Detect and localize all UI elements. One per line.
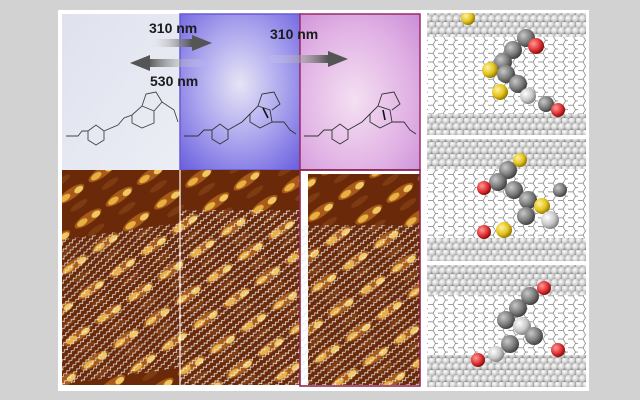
forward-arrow-2 [268,55,328,63]
panel-initial-state [62,14,180,170]
stm-image-1 [62,170,180,385]
label-forward-1: 310 nm [149,20,197,36]
panel-second-irradiation [299,13,421,171]
forward-arrow-1 [146,39,192,47]
molecular-model-1 [427,13,586,135]
figure-canvas: 310 nm 530 nm 310 nm [62,13,586,387]
molecular-model-2 [427,139,586,261]
reverse-arrow [148,59,206,67]
molecule-structure-3 [304,91,417,145]
forward-arrow-1-head [192,35,212,51]
stm-image-3 [300,174,420,385]
molecular-model-3 [427,265,586,387]
stm-image-2 [180,170,300,385]
label-reverse-1: 530 nm [150,73,198,89]
reverse-arrow-head [130,55,150,71]
molecule-structure-2 [184,91,297,145]
forward-arrow-2-head [328,51,348,67]
molecule-structure-1 [66,91,179,146]
label-forward-2: 310 nm [270,26,318,42]
figure: 310 nm 530 nm 310 nm [58,10,589,391]
